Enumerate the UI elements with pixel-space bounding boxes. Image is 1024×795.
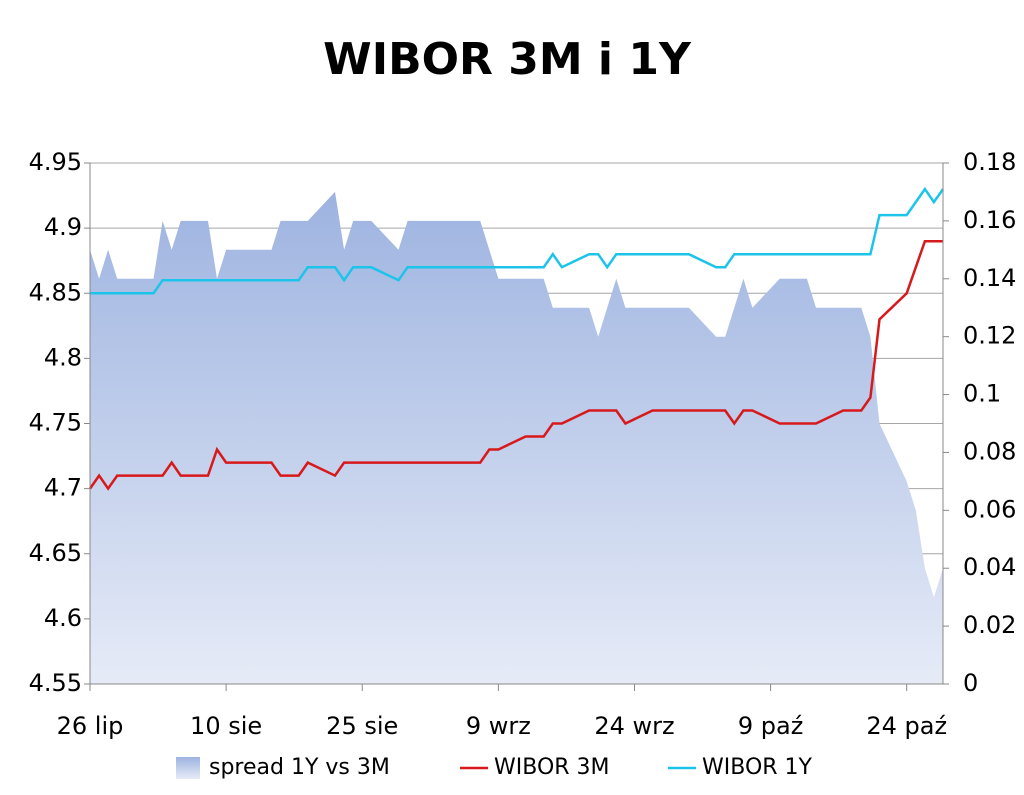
x-tick-label: 26 lip <box>57 712 124 740</box>
y2-tick-label: 0 <box>963 669 978 697</box>
y2-tick-label: 0.02 <box>963 611 1016 639</box>
y-tick-label: 4.55 <box>29 669 82 697</box>
y-tick-label: 4.7 <box>44 474 82 502</box>
x-tick-label: 24 wrz <box>594 712 674 740</box>
y2-tick-label: 0.08 <box>963 437 1016 465</box>
y2-tick-label: 0.1 <box>963 380 1001 408</box>
y-tick-label: 4.9 <box>44 213 82 241</box>
legend-label: WIBOR 1Y <box>702 755 813 780</box>
x-tick-label: 9 paź <box>738 712 803 740</box>
y2-tick-label: 0.06 <box>963 495 1016 523</box>
y2-tick-label: 0.04 <box>963 553 1016 581</box>
y-tick-label: 4.85 <box>29 278 82 306</box>
legend-label: spread 1Y vs 3M <box>209 755 390 780</box>
x-tick-label: 24 paź <box>866 712 947 740</box>
y2-tick-label: 0.16 <box>963 206 1016 234</box>
spread-area <box>90 191 943 684</box>
y2-tick-label: 0.14 <box>963 264 1016 292</box>
y-tick-label: 4.75 <box>29 409 82 437</box>
x-tick-label: 10 sie <box>190 712 262 740</box>
series-line <box>90 186 945 295</box>
y-tick-label: 4.65 <box>29 539 82 567</box>
y-tick-label: 4.95 <box>29 148 82 176</box>
x-tick-label: 9 wrz <box>466 712 531 740</box>
y2-tick-label: 0.18 <box>963 148 1016 176</box>
y-tick-label: 4.8 <box>44 343 82 371</box>
legend-swatch <box>176 757 200 779</box>
y-tick-label: 4.6 <box>44 604 82 632</box>
series-line <box>88 239 943 491</box>
chart-title: WIBOR 3M i 1Y <box>323 34 692 85</box>
legend-label: WIBOR 3M <box>494 755 610 780</box>
y2-tick-label: 0.12 <box>963 322 1016 350</box>
x-tick-label: 25 sie <box>326 712 398 740</box>
